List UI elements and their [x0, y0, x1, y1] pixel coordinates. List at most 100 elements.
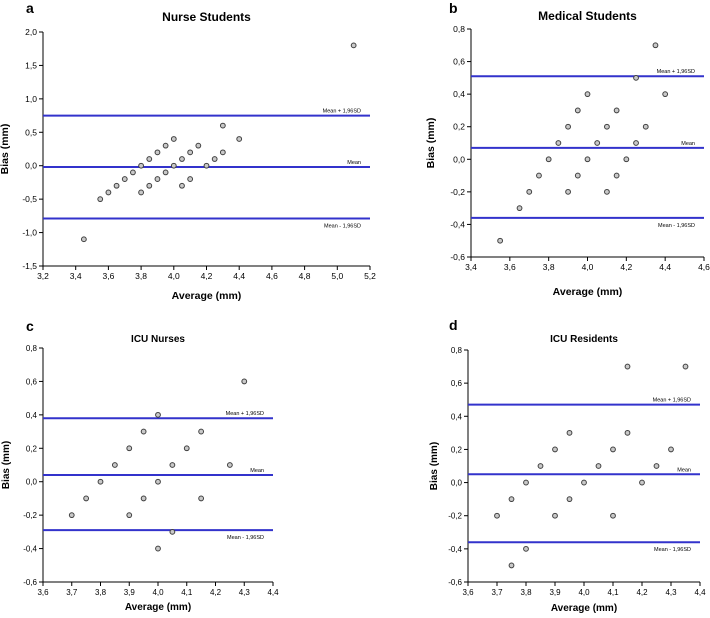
y-tick-label: 0,4 — [453, 89, 465, 99]
x-tick-label: 4,4 — [233, 271, 245, 281]
data-point — [195, 142, 202, 149]
data-point — [170, 136, 177, 142]
loa-label-mean: Mean — [681, 141, 695, 147]
x-tick-label: 4,3 — [665, 588, 677, 597]
y-tick-label: 0,8 — [453, 24, 465, 34]
loa-label-mean: Mean — [347, 160, 361, 166]
data-point — [68, 512, 75, 519]
x-axis-label-a: Average (mm) — [171, 290, 242, 302]
y-tick-label: 0,6 — [26, 377, 38, 386]
x-tick-label: 4,2 — [210, 588, 222, 597]
y-tick-label: 0,8 — [451, 346, 463, 355]
data-point — [508, 496, 515, 503]
data-point — [639, 479, 645, 486]
y-tick-label: -0,2 — [23, 511, 37, 520]
data-point — [236, 136, 243, 142]
y-tick-label: 0,6 — [451, 379, 463, 388]
x-tick-label: 3,7 — [491, 588, 503, 597]
x-tick-label: 3,8 — [135, 271, 147, 281]
y-tick-label: 0,0 — [26, 478, 38, 487]
data-point — [662, 91, 669, 98]
x-tick-label: 3,4 — [70, 271, 82, 281]
x-tick-label: 3,6 — [504, 262, 516, 272]
panel-letter-a: a — [26, 0, 34, 16]
data-point — [113, 182, 120, 189]
data-point — [613, 172, 620, 179]
panel-title-medical-students: Medical Students — [538, 9, 637, 23]
x-tick-label: 4,1 — [181, 588, 193, 597]
data-point — [138, 189, 145, 196]
data-point — [566, 429, 573, 436]
data-point — [584, 156, 591, 163]
x-tick-label: 3,8 — [543, 262, 555, 272]
data-point — [154, 149, 161, 156]
data-point — [633, 140, 639, 146]
data-point — [97, 478, 104, 485]
x-tick-label: 4,4 — [267, 588, 279, 597]
y-tick-label: -0,4 — [23, 545, 37, 554]
data-point — [555, 140, 562, 146]
x-tick-label: 3,4 — [465, 262, 477, 272]
data-point — [584, 91, 591, 98]
data-point — [140, 495, 147, 502]
x-tick-label: 3,6 — [37, 588, 49, 597]
data-point — [523, 545, 529, 552]
x-tick-label: 3,8 — [520, 588, 532, 597]
x-tick-label: 4,0 — [578, 588, 590, 597]
loa-label-lower_loa: Mean - 1,96SD — [658, 223, 695, 229]
loa-label-upper_loa: Mean + 1,96SD — [657, 69, 695, 75]
y-tick-label: -0,4 — [448, 545, 462, 554]
loa-label-mean: Mean — [677, 467, 691, 473]
x-tick-label: 5,2 — [364, 271, 376, 281]
data-point — [624, 363, 631, 370]
x-tick-label: 4,0 — [582, 262, 594, 272]
x-tick-label: 3,9 — [549, 588, 561, 597]
data-point — [610, 512, 616, 519]
data-point — [604, 188, 610, 195]
loa-label-upper_loa: Mean + 1,96SD — [653, 398, 691, 404]
data-point — [130, 169, 136, 176]
x-axis-label-d: Average (mm) — [550, 603, 618, 614]
y-tick-label: 0,2 — [26, 444, 38, 453]
data-point — [155, 478, 161, 485]
x-tick-label: 4,4 — [659, 262, 671, 272]
loa-label-lower_loa: Mean - 1,96SD — [324, 224, 361, 230]
data-point — [155, 545, 161, 552]
y-tick-label: 0,2 — [451, 445, 463, 454]
y-axis-label: Bias (mm) — [0, 124, 11, 175]
data-point — [154, 176, 161, 182]
data-point — [203, 162, 210, 169]
data-point — [183, 445, 190, 452]
y-tick-label: -1,0 — [22, 228, 37, 238]
data-point — [121, 176, 128, 182]
data-point — [170, 162, 177, 169]
data-point — [566, 496, 573, 503]
data-point — [497, 237, 504, 244]
data-point — [545, 156, 552, 163]
panel-letter-b: b — [449, 0, 458, 16]
x-axis-label-b: Average (mm) — [552, 286, 623, 298]
data-point — [146, 156, 153, 162]
data-point — [642, 123, 649, 130]
data-point — [604, 123, 610, 130]
y-tick-label: 0,8 — [26, 344, 38, 353]
x-tick-label: 4,2 — [620, 262, 632, 272]
x-tick-label: 4,2 — [636, 588, 648, 597]
data-point — [162, 169, 169, 176]
data-point — [187, 149, 194, 156]
x-tick-label: 4,0 — [168, 271, 180, 281]
data-point — [565, 123, 571, 130]
data-point — [169, 528, 176, 535]
data-point — [140, 428, 147, 435]
data-point — [97, 196, 104, 203]
data-point — [652, 42, 659, 49]
x-tick-label: 3,2 — [37, 271, 49, 281]
panel-title-icu-residents: ICU Residents — [550, 334, 618, 345]
data-point — [198, 495, 205, 502]
data-point — [350, 42, 357, 49]
loa-label-upper_loa: Mean + 1,96SD — [226, 411, 264, 417]
data-point — [552, 446, 558, 453]
data-point — [187, 176, 194, 182]
